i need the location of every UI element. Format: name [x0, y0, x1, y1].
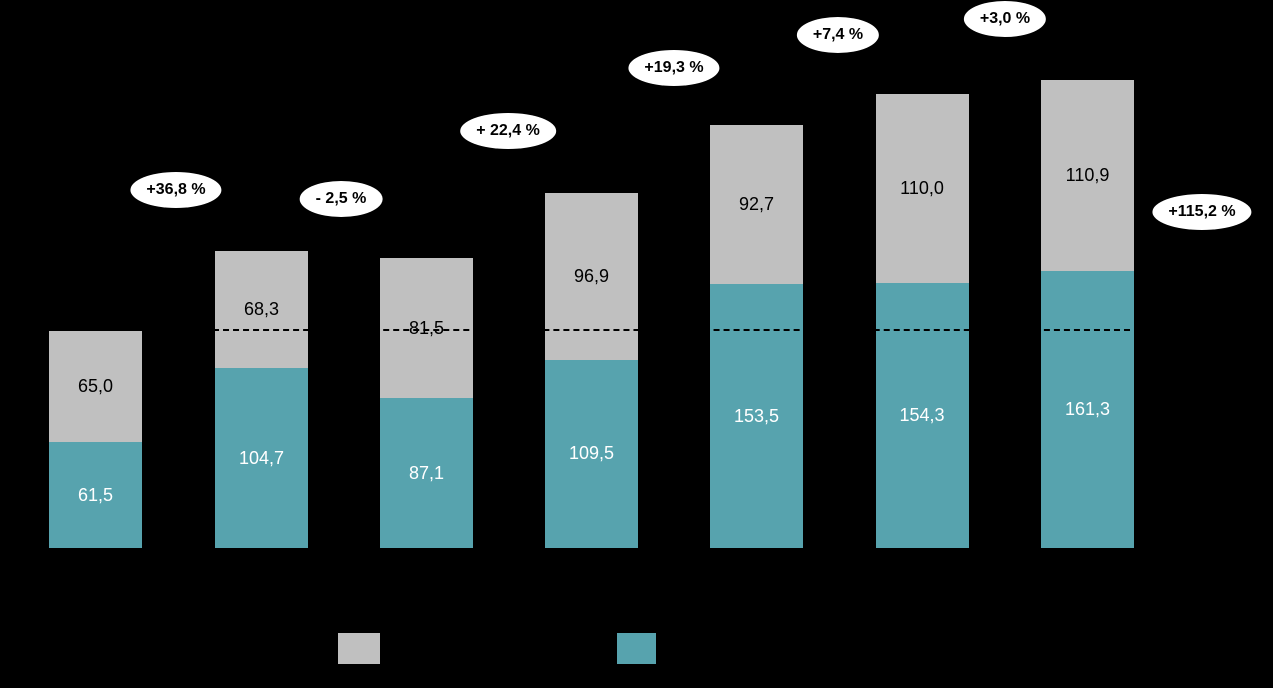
growth-annotation: +36,8 %	[130, 172, 222, 208]
bar-4-teal-segment: 109,5	[545, 359, 638, 548]
bar-2-teal-segment: 104,7	[215, 368, 308, 548]
reference-dashed-line	[203, 329, 1140, 331]
segment-value-label: 61,5	[77, 484, 114, 505]
bar-3-gray-segment: 81,5	[380, 258, 473, 399]
segment-value-label: 104,7	[238, 447, 285, 468]
growth-annotation: +19,3 %	[628, 50, 720, 86]
segment-value-label: 110,0	[900, 177, 944, 198]
bar-3-teal-segment: 87,1	[380, 398, 473, 548]
growth-annotation: +7,4 %	[796, 17, 880, 53]
bar-4-gray-segment: 96,9	[545, 193, 638, 360]
bar-7-gray-segment: 110,9	[1041, 80, 1134, 271]
segment-value-label: 154,3	[899, 404, 945, 425]
growth-annotation: +3,0 %	[963, 1, 1047, 37]
segment-value-label: 81,5	[408, 317, 445, 338]
segment-value-label: 65,0	[77, 376, 114, 396]
bar-1-gray-segment: 65,0	[49, 330, 142, 443]
bar-1-teal-segment: 61,5	[49, 442, 142, 548]
bar-5-teal-segment: 153,5	[710, 284, 803, 548]
segment-value-label: 68,3	[243, 298, 280, 319]
growth-annotation: - 2,5 %	[299, 181, 383, 217]
segment-value-label: 87,1	[408, 462, 445, 483]
segment-value-label: 109,5	[568, 443, 615, 464]
bar-6-gray-segment: 110,0	[875, 93, 969, 283]
legend-swatch-gray	[338, 633, 380, 664]
segment-value-label: 153,5	[733, 405, 780, 426]
segment-value-label: 110,9	[1065, 165, 1110, 186]
segment-value-label: 92,7	[738, 194, 775, 215]
legend-swatch-teal	[617, 633, 656, 664]
segment-value-label: 161,3	[1064, 398, 1111, 419]
growth-annotation: + 22,4 %	[460, 113, 556, 149]
bar-6-teal-segment: 154,3	[875, 282, 969, 548]
segment-value-label: 96,9	[573, 266, 610, 287]
bar-2-gray-segment: 68,3	[215, 250, 308, 369]
bar-5-gray-segment: 92,7	[710, 125, 803, 285]
bar-7-teal-segment: 161,3	[1041, 270, 1134, 548]
growth-annotation: +115,2 %	[1152, 194, 1252, 230]
